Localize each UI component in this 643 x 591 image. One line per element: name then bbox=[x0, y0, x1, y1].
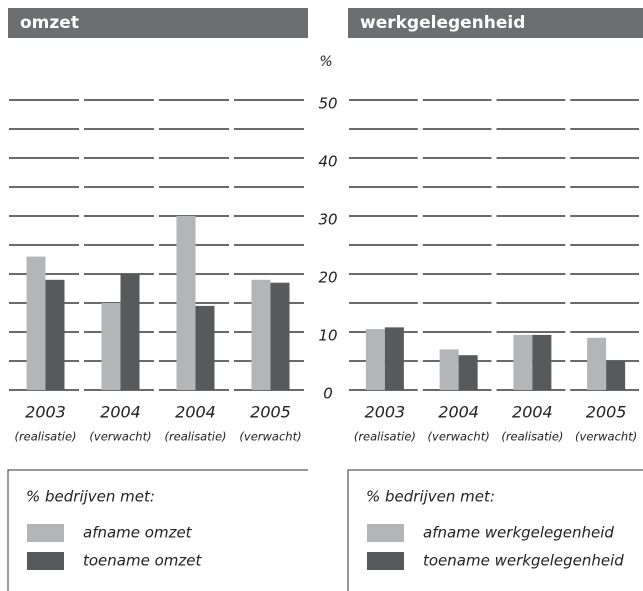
x-tick-note: (verwacht) bbox=[428, 430, 490, 444]
x-tick-label: 2004 bbox=[100, 403, 141, 422]
bar bbox=[195, 305, 215, 390]
legend-swatch bbox=[367, 524, 404, 542]
panel-header bbox=[8, 8, 308, 38]
bar bbox=[26, 256, 46, 390]
x-tick-note: (realisatie) bbox=[14, 430, 76, 444]
x-tick-note: (verwacht) bbox=[575, 430, 637, 444]
bar bbox=[45, 279, 65, 390]
bar bbox=[270, 282, 290, 390]
bar bbox=[513, 334, 533, 390]
legend-label: afname werkgelegenheid bbox=[423, 524, 614, 542]
y-axis-label: % bbox=[319, 54, 332, 70]
legend-swatch bbox=[367, 552, 404, 570]
legend-swatch bbox=[27, 524, 64, 542]
bar bbox=[101, 303, 121, 390]
x-tick-label: 2005 bbox=[250, 403, 291, 422]
x-tick-label: 2004 bbox=[512, 403, 553, 422]
bar bbox=[458, 355, 478, 390]
x-tick-label: 2004 bbox=[438, 403, 479, 422]
bar bbox=[365, 329, 385, 390]
legend-label: toename werkgelegenheid bbox=[423, 552, 624, 570]
bar bbox=[606, 361, 626, 390]
x-tick-note: (realisatie) bbox=[164, 430, 226, 444]
legend-title: % bedrijven met: bbox=[366, 488, 495, 506]
y-tick-label: 0 bbox=[323, 385, 333, 403]
bar bbox=[251, 279, 271, 390]
y-tick-label: 30 bbox=[318, 211, 337, 229]
y-tick-label: 50 bbox=[318, 95, 337, 113]
bar bbox=[384, 327, 404, 390]
x-tick-note: (realisatie) bbox=[501, 430, 563, 444]
y-tick-label: 40 bbox=[318, 153, 337, 171]
y-tick-label: 20 bbox=[318, 269, 337, 287]
legend-box bbox=[347, 469, 643, 591]
legend-label: toename omzet bbox=[83, 552, 202, 570]
legend-label: afname omzet bbox=[83, 524, 193, 542]
bar bbox=[176, 216, 196, 390]
x-tick-label: 2003 bbox=[365, 403, 406, 422]
x-tick-note: (verwacht) bbox=[89, 430, 151, 444]
x-tick-label: 2003 bbox=[25, 403, 66, 422]
x-tick-label: 2005 bbox=[586, 403, 627, 422]
bar bbox=[532, 334, 552, 390]
bar bbox=[439, 349, 459, 390]
chart-title: werkgelegenheid bbox=[360, 13, 525, 33]
panel-header bbox=[348, 8, 643, 38]
chart-title: omzet bbox=[20, 13, 79, 33]
y-tick-label: 10 bbox=[318, 327, 337, 345]
bar bbox=[120, 274, 140, 390]
legend-swatch bbox=[27, 552, 64, 570]
x-tick-label: 2004 bbox=[175, 403, 216, 422]
x-tick-note: (realisatie) bbox=[354, 430, 416, 444]
legend-box bbox=[7, 469, 308, 591]
bar bbox=[587, 337, 607, 390]
legend-title: % bedrijven met: bbox=[26, 488, 155, 506]
x-tick-note: (verwacht) bbox=[239, 430, 301, 444]
